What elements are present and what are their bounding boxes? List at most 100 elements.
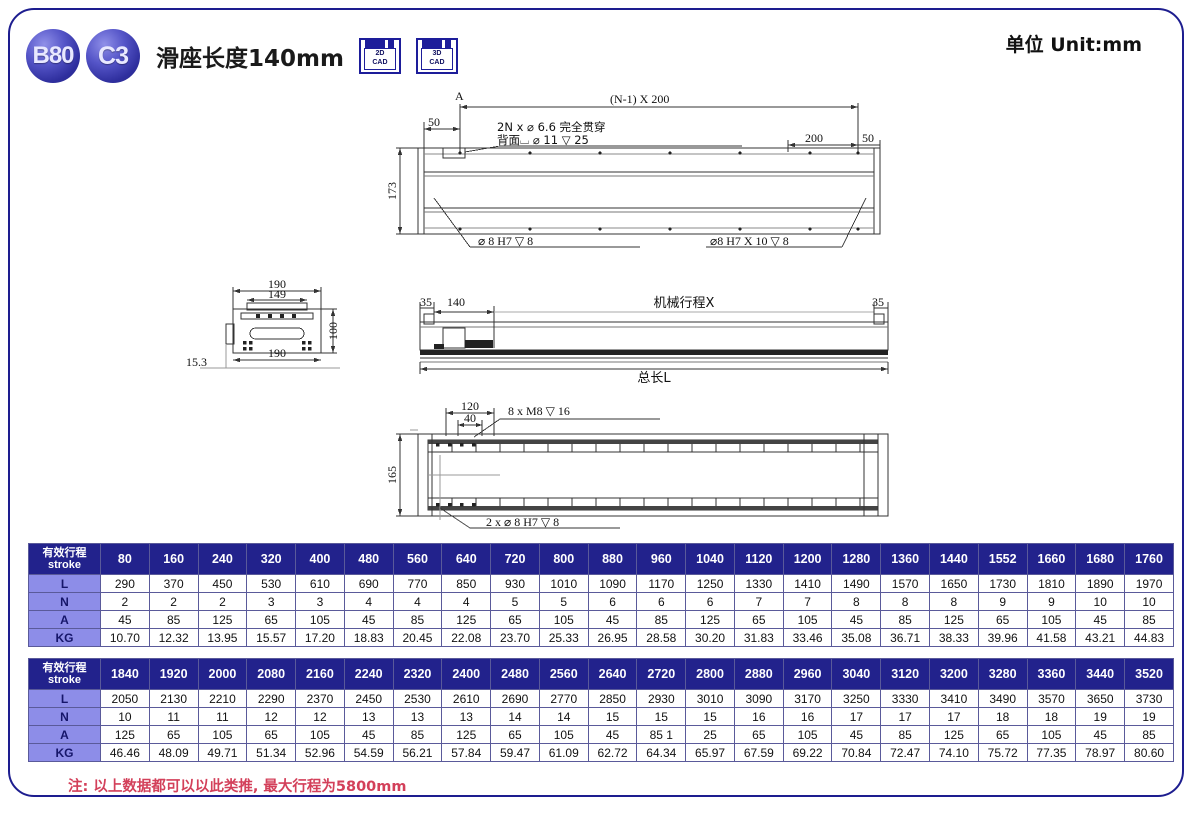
floppy-notch-icon xyxy=(444,40,451,52)
cell-kg-8: 23.70 xyxy=(490,628,540,647)
cell-kg-18: 75.72 xyxy=(977,743,1028,762)
cell-kg-6: 56.21 xyxy=(392,743,443,762)
cell-l-9: 2770 xyxy=(538,689,589,708)
spec-table-block-1: 有效行程 stroke 80 160 240 320 400 480 560 640 720 800 8… xyxy=(28,543,1174,647)
cell-n-7: 13 xyxy=(441,707,492,726)
cell-l-6: 2530 xyxy=(392,689,443,708)
2d-cad-download-icon[interactable]: 2D CAD xyxy=(358,38,401,74)
col-header-stroke-18: 3280 xyxy=(977,658,1028,690)
cell-a-12: 25 xyxy=(685,725,735,744)
col-header-stroke-14: 1200 xyxy=(782,543,833,575)
col-header-stroke-8: 2480 xyxy=(490,658,540,690)
cell-a-17: 125 xyxy=(929,725,979,744)
cad-2d-line1: 2D xyxy=(375,50,385,57)
cell-a-19: 105 xyxy=(1026,725,1077,744)
col-header-stroke-16: 3120 xyxy=(880,658,931,690)
col-header-stroke-21: 3520 xyxy=(1124,658,1174,690)
cell-kg-1: 12.32 xyxy=(148,628,199,647)
cell-kg-0: 46.46 xyxy=(100,743,150,762)
row-label-l: L xyxy=(28,689,101,708)
col-header-stroke-1: 1920 xyxy=(148,658,199,690)
model-badge-b80: B80 xyxy=(26,29,80,83)
cell-l-1: 2130 xyxy=(148,689,199,708)
cell-kg-8: 59.47 xyxy=(490,743,540,762)
cell-kg-5: 18.83 xyxy=(343,628,394,647)
cad-2d-line2: CAD xyxy=(372,58,388,66)
cell-n-11: 6 xyxy=(636,592,687,611)
col-header-stroke-6: 560 xyxy=(392,543,443,575)
cell-n-21: 19 xyxy=(1124,707,1174,726)
3d-cad-label: 3D CAD xyxy=(420,48,453,70)
row-label-n: N xyxy=(28,592,101,611)
cell-kg-3: 15.57 xyxy=(246,628,297,647)
cad-3d-line2: CAD xyxy=(429,58,445,66)
cell-n-0: 10 xyxy=(100,707,150,726)
cell-l-16: 1570 xyxy=(880,574,931,593)
cell-a-20: 45 xyxy=(1075,725,1126,744)
cell-a-2: 125 xyxy=(197,610,248,629)
col-header-stroke-17: 3200 xyxy=(929,658,979,690)
col-header-stroke-14: 2960 xyxy=(782,658,833,690)
cell-kg-14: 69.22 xyxy=(782,743,833,762)
cell-l-0: 290 xyxy=(100,574,150,593)
col-header-stroke-6: 2320 xyxy=(392,658,443,690)
cell-kg-9: 25.33 xyxy=(538,628,589,647)
row-header-stroke: 有效行程 stroke xyxy=(28,543,101,575)
cell-a-19: 105 xyxy=(1026,610,1077,629)
cell-n-18: 9 xyxy=(977,592,1028,611)
cell-kg-6: 20.45 xyxy=(392,628,443,647)
cell-l-20: 1890 xyxy=(1075,574,1126,593)
cell-n-16: 17 xyxy=(880,707,931,726)
cell-a-15: 45 xyxy=(831,725,882,744)
cell-n-6: 13 xyxy=(392,707,443,726)
cell-a-1: 85 xyxy=(148,610,199,629)
3d-cad-download-icon[interactable]: 3D CAD xyxy=(415,38,458,74)
cell-n-13: 7 xyxy=(733,592,784,611)
cell-l-7: 850 xyxy=(441,574,492,593)
table-row: A 125 65 105 65 105 45 85 125 65 105 45 85 1 25 65 105 4… xyxy=(28,725,1174,744)
cell-a-18: 65 xyxy=(977,610,1028,629)
col-header-stroke-15: 3040 xyxy=(831,658,882,690)
col-header-stroke-7: 640 xyxy=(441,543,492,575)
cell-n-16: 8 xyxy=(880,592,931,611)
cell-a-4: 105 xyxy=(295,725,345,744)
cell-l-0: 2050 xyxy=(100,689,150,708)
cell-n-0: 2 xyxy=(100,592,150,611)
cell-l-10: 1090 xyxy=(587,574,638,593)
cell-l-2: 2210 xyxy=(197,689,248,708)
col-header-stroke-13: 2880 xyxy=(733,658,784,690)
cell-a-1: 65 xyxy=(148,725,199,744)
cell-l-12: 1250 xyxy=(685,574,735,593)
cell-l-4: 2370 xyxy=(295,689,345,708)
cell-n-4: 12 xyxy=(295,707,345,726)
cell-kg-20: 43.21 xyxy=(1075,628,1126,647)
cell-n-7: 4 xyxy=(441,592,492,611)
footer-note: 注: 以上数据都可以以此类推, 最大行程为5800mm xyxy=(68,779,407,795)
cell-a-2: 105 xyxy=(197,725,248,744)
cell-n-9: 14 xyxy=(538,707,589,726)
cell-a-14: 105 xyxy=(782,725,833,744)
col-header-stroke-2: 240 xyxy=(197,543,248,575)
cell-a-0: 125 xyxy=(100,725,150,744)
cell-l-18: 3490 xyxy=(977,689,1028,708)
cell-a-9: 105 xyxy=(538,610,589,629)
cell-kg-4: 52.96 xyxy=(295,743,345,762)
cell-kg-13: 67.59 xyxy=(733,743,784,762)
table-header-row: 有效行程 stroke 1840 1920 2000 2080 2160 2240 2320 24… xyxy=(28,658,1174,690)
cell-kg-15: 35.08 xyxy=(831,628,882,647)
cell-l-9: 1010 xyxy=(538,574,589,593)
cell-kg-14: 33.46 xyxy=(782,628,833,647)
cell-kg-0: 10.70 xyxy=(100,628,150,647)
cell-n-13: 16 xyxy=(733,707,784,726)
cell-n-10: 6 xyxy=(587,592,638,611)
col-header-stroke-12: 1040 xyxy=(685,543,735,575)
cell-kg-11: 64.34 xyxy=(636,743,687,762)
col-header-stroke-21: 1760 xyxy=(1124,543,1174,575)
cell-n-15: 8 xyxy=(831,592,882,611)
cell-a-12: 125 xyxy=(685,610,735,629)
cell-kg-17: 74.10 xyxy=(929,743,979,762)
cell-n-4: 3 xyxy=(295,592,345,611)
cell-l-4: 610 xyxy=(295,574,345,593)
cad-3d-line1: 3D xyxy=(432,50,442,57)
cell-a-0: 45 xyxy=(100,610,150,629)
